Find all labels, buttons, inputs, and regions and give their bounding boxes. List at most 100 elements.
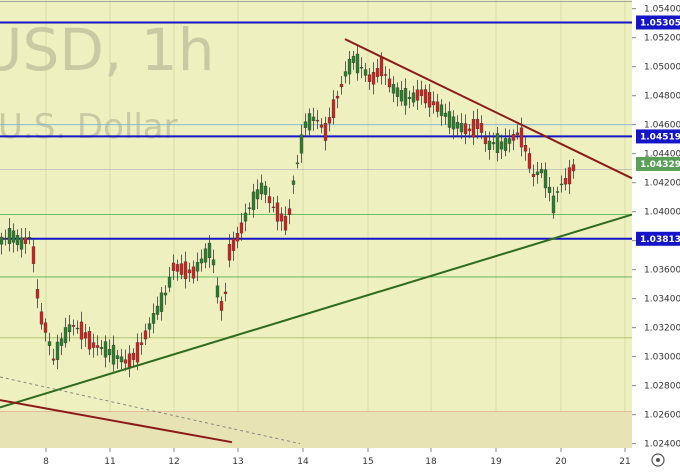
settings-icon[interactable] [651, 453, 665, 467]
candle-body [455, 122, 460, 129]
candle-body [263, 185, 268, 195]
candle-body [555, 191, 560, 193]
candle-body [195, 262, 200, 272]
watermark-symbol: USD, 1h [0, 16, 214, 84]
candle-body [83, 332, 88, 339]
candle-body [387, 78, 392, 88]
candle-body [163, 292, 168, 296]
candle-body [259, 182, 264, 195]
price-tick-label: 1.02800 [644, 382, 680, 392]
candle-body [307, 113, 312, 131]
candle-body [167, 276, 172, 288]
candle-body [363, 69, 368, 76]
candle-body [131, 352, 136, 360]
candle-body [247, 207, 252, 209]
candle-body [63, 327, 68, 344]
candle-body [419, 89, 424, 96]
candle-body [319, 124, 324, 128]
candle-body [179, 263, 184, 275]
candle-body [251, 191, 256, 210]
candle-body [523, 145, 528, 152]
candle-body [279, 213, 284, 222]
candle-body [159, 292, 164, 312]
candle-body [459, 122, 464, 133]
price-tick-label: 1.04800 [644, 92, 680, 102]
price-tag-label: 1.04519 [640, 132, 680, 142]
price-tick-label: 1.04200 [644, 179, 680, 189]
candle-body [327, 117, 332, 124]
plot-area [0, 0, 632, 448]
candle-body [527, 153, 532, 169]
candle-body [547, 186, 552, 193]
time-tick-label: 21 [619, 457, 630, 467]
candle-body [471, 119, 476, 138]
candle-body [27, 236, 32, 239]
price-tick-label: 1.02600 [644, 411, 680, 421]
candle-body [315, 119, 320, 122]
candle-body [143, 330, 148, 340]
candle-body [507, 138, 512, 144]
candle-body [339, 83, 344, 88]
price-tick-label: 1.05000 [644, 63, 680, 73]
candle-body [503, 138, 508, 151]
time-tick-label: 14 [297, 457, 309, 467]
candle-body [371, 72, 376, 85]
candle-body [59, 338, 64, 346]
candle-body [539, 169, 544, 174]
time-tick-label: 12 [168, 457, 179, 467]
candle-body [383, 74, 388, 76]
candle-body [267, 196, 272, 204]
candle-body [271, 206, 276, 209]
candle-body [7, 228, 12, 244]
candle-body [347, 59, 352, 75]
candle-body [91, 342, 96, 348]
candle-body [411, 92, 416, 103]
candle-body [519, 127, 524, 148]
candle-body [295, 162, 300, 165]
watermark-description: U.S. Dollar [0, 107, 178, 147]
candle-body [227, 244, 232, 261]
price-tick-label: 1.03600 [644, 266, 680, 276]
price-tick-label: 1.05200 [644, 34, 680, 44]
candle-body [11, 230, 16, 243]
candle-body [551, 195, 556, 214]
candle-body [351, 55, 356, 63]
price-tag-label: 1.03813 [640, 235, 680, 245]
horizontal-level-lines [0, 1, 632, 448]
candle-body [443, 112, 448, 117]
candle-body [171, 262, 176, 271]
candle-body [515, 132, 520, 135]
candle-body [335, 95, 340, 99]
candle-body [435, 101, 440, 112]
candle-body [155, 305, 160, 315]
candle-body [423, 89, 428, 104]
time-axis-ticks: 8 11 12 13 14 15 18 19 20 21 [43, 448, 631, 467]
candle-body [491, 142, 496, 145]
candle-body [43, 322, 48, 333]
price-tag-label: 1.05305 [640, 18, 680, 28]
candle-body [483, 136, 488, 145]
candle-body [535, 171, 540, 175]
candle-body [51, 358, 56, 361]
price-level-tags: 1.05305 1.04519 1.03813 1.04329 [636, 15, 680, 246]
price-tick-label: 1.03000 [644, 353, 680, 363]
candle-body [55, 341, 60, 360]
candle-body [127, 353, 132, 368]
candle-body [427, 92, 432, 108]
candle-body [447, 111, 452, 128]
lower-resistance-trendline [0, 399, 233, 444]
price-tick-label: 1.03200 [644, 324, 680, 334]
price-tick-label: 1.04000 [644, 208, 680, 218]
price-tag [636, 129, 680, 144]
candle-body [399, 90, 404, 102]
candle-body [391, 84, 396, 94]
time-tick-label: 13 [232, 457, 243, 467]
candle-body [467, 128, 472, 132]
candle-body [379, 57, 384, 77]
candle-body [71, 325, 76, 327]
price-tick-label: 1.02400 [644, 440, 680, 450]
candle-body [415, 89, 420, 101]
candle-body [151, 313, 156, 324]
candle-body [439, 104, 444, 116]
